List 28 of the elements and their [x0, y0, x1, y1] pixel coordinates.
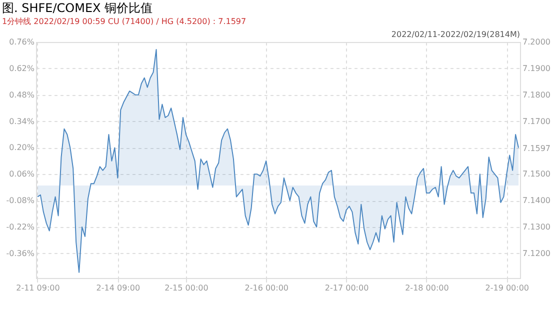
chart-subtitle: 1分钟线 2022/02/19 00:59 CU (71400) / HG (4.5200) : 7.1597 [2, 17, 246, 26]
y-tick-label: 0.34% [9, 116, 35, 126]
x-tick-label: 2-17 00:00 [324, 284, 369, 292]
y-tick-label: 0.62% [9, 64, 35, 73]
text: 2022/02/11-2022/02/19(2814M) [391, 30, 520, 39]
y-tick-label: 0.76% [9, 38, 35, 46]
y2-tick-label: 7.1400 [522, 196, 550, 206]
y2-tick-label: 7.1500 [522, 170, 550, 179]
y2-tick-label: 7.1800 [522, 90, 550, 100]
x-tick-label: 2-19 00:00 [485, 284, 530, 292]
y-tick-label: 0.06% [9, 170, 35, 179]
y-tick-label: -0.22% [6, 222, 35, 232]
y2-tick-label: 7.1900 [522, 64, 550, 73]
x-tick-label: 2-15 00:00 [164, 284, 208, 292]
x-tick-label: 2-14 09:00 [96, 284, 140, 292]
x-tick-label: 2-16 00:00 [244, 284, 289, 292]
x-tick-label: 2-18 00:00 [405, 284, 449, 292]
y2-tick-label: 7.2000 [522, 38, 550, 46]
x-tick-label: 2-11 09:00 [16, 284, 60, 292]
y2-tick-label: 7.1300 [522, 222, 550, 232]
y2-tick-label: 7.1700 [522, 116, 550, 126]
y2-tick-label: 7.1200 [522, 248, 550, 258]
y2-tick-label: 7.1597 [522, 144, 550, 154]
y-tick-label: -0.08% [6, 196, 35, 206]
chart-title: 图. SHFE/COMEX 铜价比值 [2, 1, 153, 15]
y-tick-label: 0.48% [9, 90, 35, 100]
y-tick-label: 0.20% [9, 143, 35, 152]
y-tick-label: -0.36% [6, 248, 35, 258]
